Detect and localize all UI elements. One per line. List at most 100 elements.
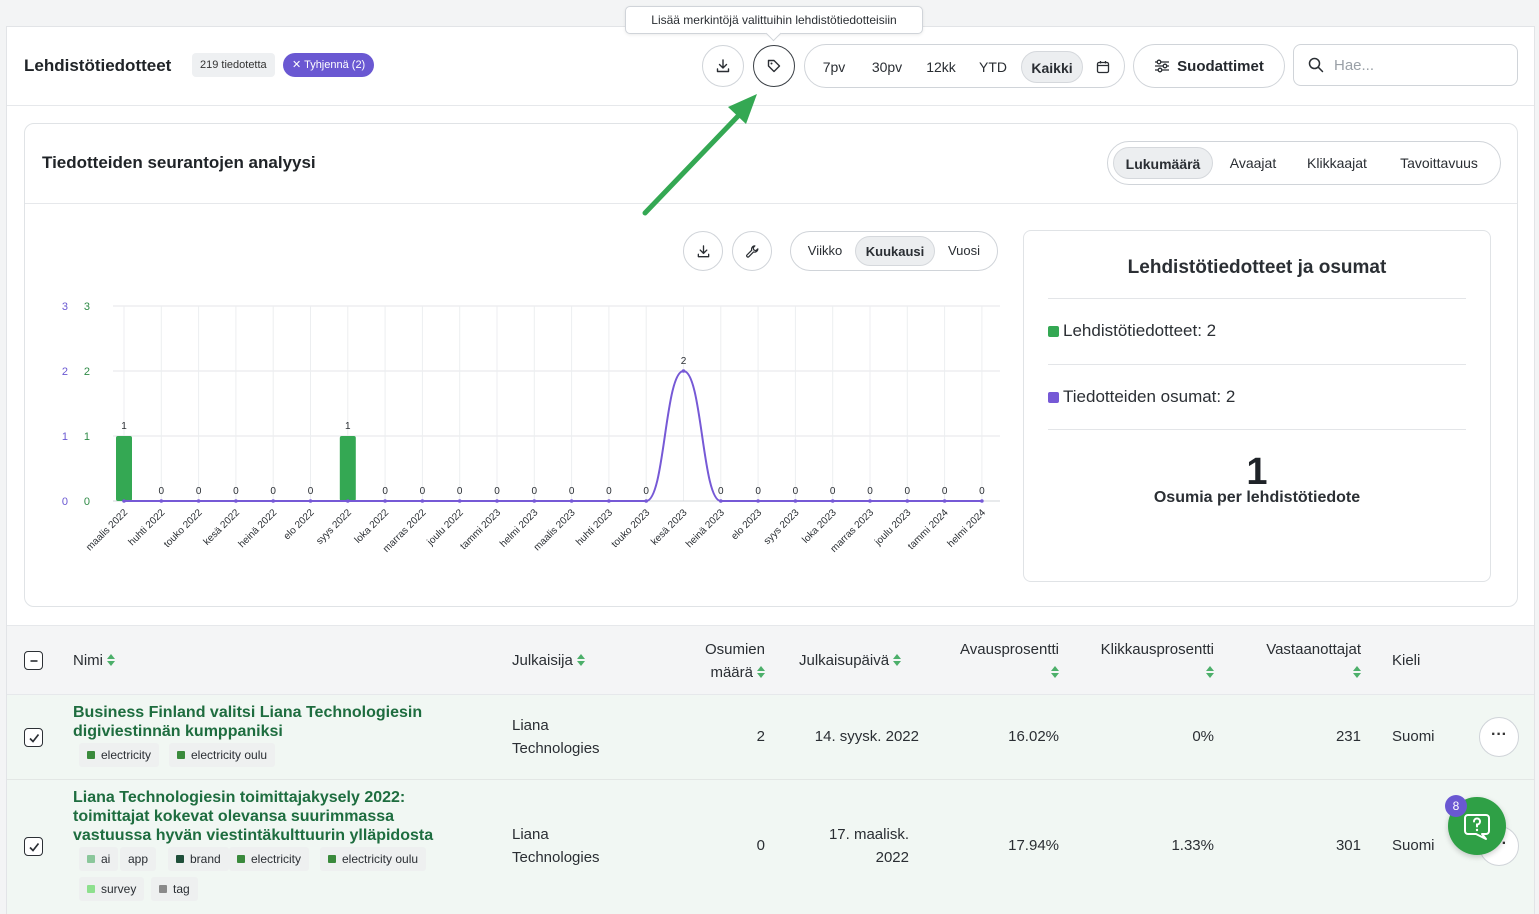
- summary-hits-label: Tiedotteiden osumat: 2: [1063, 387, 1236, 406]
- y-tick-label: 3: [84, 301, 90, 313]
- check-icon: [28, 733, 39, 743]
- column-click-rate[interactable]: Klikkausprosentti: [1077, 638, 1214, 684]
- sort-icon: [1051, 666, 1059, 678]
- tag-label: electricity: [101, 748, 152, 762]
- chart-point: [830, 499, 835, 503]
- chart-point: [719, 499, 723, 503]
- hits-per-release-label: Osumia per lehdistötiedote: [1153, 489, 1361, 506]
- column-publisher[interactable]: Julkaisija: [512, 649, 585, 672]
- table-row[interactable]: Business Finland valitsi Liana Technolog…: [7, 695, 1534, 780]
- x-tick-label: tammi 2024: [906, 507, 951, 552]
- sliders-icon: [1155, 59, 1170, 73]
- metric-selector: Lukumäärä Avaajat Klikkaajat Tavoittavuu…: [1107, 141, 1501, 185]
- granularity-viikko[interactable]: Viikko: [807, 243, 843, 258]
- y-tick-label: 2: [62, 366, 68, 378]
- add-tags-button[interactable]: [753, 45, 795, 87]
- chart-point: [905, 499, 910, 503]
- period-7pv[interactable]: 7pv: [822, 59, 846, 75]
- download-button[interactable]: [702, 45, 744, 87]
- granularity-kuukausi[interactable]: Kuukausi: [855, 236, 935, 266]
- chart-point: [942, 499, 947, 503]
- chart-download-button[interactable]: [683, 231, 723, 271]
- data-label: 0: [382, 486, 388, 497]
- metric-tavoittavuus[interactable]: Tavoittavuus: [1400, 155, 1478, 171]
- select-all-checkbox[interactable]: [24, 651, 43, 670]
- publisher-line: Technologies: [512, 849, 600, 866]
- metric-lukumaara[interactable]: Lukumäärä: [1113, 147, 1213, 179]
- granularity-selector: Viikko Kuukausi Vuosi: [790, 231, 998, 271]
- data-label: 1: [121, 421, 127, 432]
- wrench-icon: [745, 244, 758, 258]
- x-tick-label: heinä 2023: [684, 507, 727, 550]
- top-bar: Lehdistötiedotteet 219 tiedotetta ✕ Tyhj…: [7, 27, 1534, 106]
- sort-icon: [893, 654, 902, 666]
- divider: [1048, 298, 1466, 299]
- chart-point: [980, 499, 984, 503]
- chart-settings-button[interactable]: [732, 231, 772, 271]
- release-name-line: Liana Technologiesin toimittajakysely 20…: [73, 789, 406, 806]
- download-icon: [697, 244, 709, 257]
- chart-point: [495, 499, 499, 503]
- x-tick-label: touko 2022: [162, 507, 205, 550]
- metric-avaajat[interactable]: Avaajat: [1229, 155, 1277, 171]
- chart-point: [346, 499, 350, 503]
- chart-point: [234, 499, 238, 503]
- hits-cell: 2: [756, 728, 765, 745]
- search-input[interactable]: [1334, 53, 1509, 77]
- chart-point: [196, 499, 201, 503]
- date-cell: 14. syysk. 2022: [799, 725, 919, 748]
- column-recipients-label: Vastaanottajat: [1266, 641, 1361, 658]
- column-recipients[interactable]: Vastaanottajat: [1237, 638, 1361, 684]
- x-tick-label: touko 2023: [610, 507, 653, 550]
- release-name-link[interactable]: Business Finland valitsi Liana Technolog…: [73, 703, 422, 741]
- recipients-cell: 301: [1335, 837, 1361, 854]
- column-date[interactable]: Julkaisupäivä: [799, 649, 902, 672]
- data-label: 0: [159, 486, 165, 497]
- chart-bar: [116, 436, 132, 501]
- publisher-cell: Liana Technologies: [512, 823, 600, 869]
- row-checkbox[interactable]: [24, 728, 43, 747]
- period-ytd[interactable]: YTD: [979, 59, 1007, 75]
- data-label: 0: [233, 486, 239, 497]
- legend-swatch-releases: [1048, 325, 1059, 337]
- open-rate-cell: 17.94%: [1008, 837, 1059, 854]
- column-publisher-label: Julkaisija: [512, 652, 573, 669]
- metric-klikkaajat[interactable]: Klikkaajat: [1307, 155, 1367, 171]
- column-click-rate-label: Klikkausprosentti: [1100, 641, 1214, 658]
- y-tick-label: 1: [84, 431, 90, 443]
- data-label: 0: [196, 486, 202, 497]
- y-tick-label: 0: [84, 496, 90, 508]
- release-name-link[interactable]: Liana Technologiesin toimittajakysely 20…: [73, 788, 433, 845]
- period-12kk[interactable]: 12kk: [926, 59, 956, 75]
- tag-chip: electricity oulu: [169, 743, 276, 767]
- period-kaikki[interactable]: Kaikki: [1021, 51, 1083, 83]
- column-open-rate[interactable]: Avausprosentti: [937, 638, 1059, 684]
- minus-icon: [30, 659, 37, 662]
- row-checkbox[interactable]: [24, 837, 43, 856]
- date-line: 14. syysk. 2022: [814, 728, 919, 745]
- clear-selection-button[interactable]: ✕ Tyhjennä (2): [283, 53, 375, 77]
- data-label: 0: [457, 486, 463, 497]
- filters-button[interactable]: Suodattimet: [1133, 44, 1285, 88]
- granularity-vuosi[interactable]: Vuosi: [947, 243, 981, 258]
- release-name-line: digiviestinnän kumppaniksi: [73, 723, 283, 740]
- summary-card: Lehdistötiedotteet ja osumat Lehdistötie…: [1023, 230, 1491, 582]
- period-selector: 7pv 30pv 12kk YTD Kaikki: [804, 44, 1125, 88]
- calendar-button[interactable]: [1087, 51, 1119, 83]
- x-tick-label: elo 2023: [729, 507, 764, 542]
- data-label: 0: [755, 486, 761, 497]
- period-30pv[interactable]: 30pv: [871, 59, 903, 75]
- chart-point: [532, 499, 537, 503]
- table-row[interactable]: Liana Technologiesin toimittajakysely 20…: [7, 780, 1534, 914]
- tag-color-swatch: [237, 855, 245, 863]
- date-cell: 17. maalisk. 2022: [799, 823, 909, 869]
- more-icon: ···: [1491, 726, 1507, 743]
- column-hits[interactable]: Osumien määrä: [697, 638, 765, 684]
- release-name-line: Business Finland valitsi Liana Technolog…: [73, 704, 423, 721]
- row-actions-button[interactable]: ···: [1479, 717, 1519, 757]
- chart-point: [868, 499, 872, 503]
- chart-bar: [339, 436, 356, 501]
- data-label: 0: [718, 486, 724, 497]
- release-name-line: toimittajat kokevat olevansa suurimmassa: [73, 808, 395, 825]
- column-name[interactable]: Nimi: [73, 649, 115, 672]
